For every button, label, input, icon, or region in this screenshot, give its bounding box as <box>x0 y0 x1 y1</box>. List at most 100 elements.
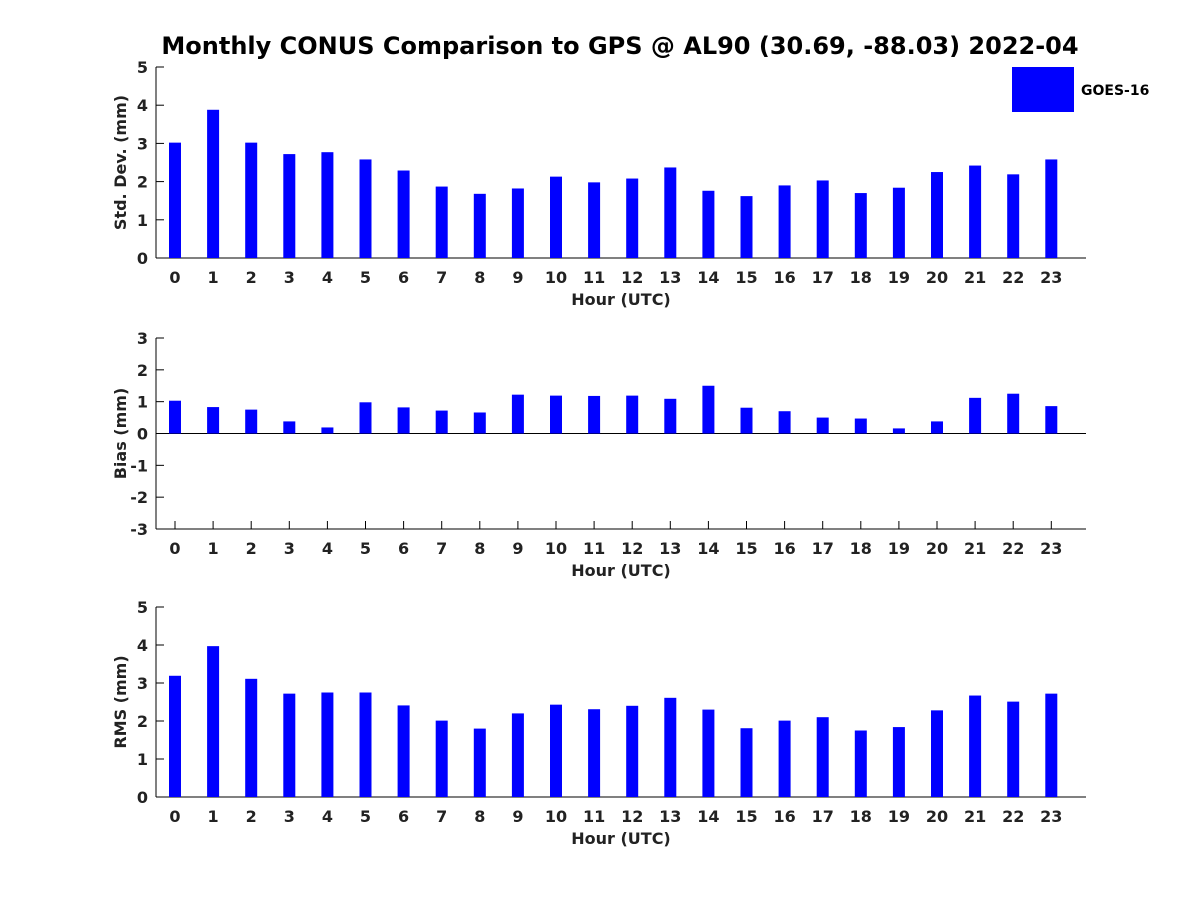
bar-rms-20 <box>931 710 943 797</box>
bar-rms-2 <box>245 678 258 797</box>
y-axis-label: Bias (mm) <box>111 388 130 480</box>
y-tick-label: 4 <box>137 636 148 655</box>
bar-bias-18 <box>854 418 867 434</box>
bar-rms-13 <box>664 697 677 797</box>
bar-std-dev-3 <box>283 154 296 258</box>
bar-bias-5 <box>359 402 372 434</box>
x-tick-label: 20 <box>926 539 948 558</box>
bar-std-dev-7 <box>435 186 448 258</box>
bar-std-dev-1 <box>207 109 220 258</box>
bar-rms-11 <box>588 709 601 797</box>
bar-std-dev-22 <box>1007 174 1020 258</box>
x-tick-label: 16 <box>773 539 795 558</box>
bar-bias-0 <box>169 400 181 434</box>
x-tick-label: 5 <box>360 539 371 558</box>
x-tick-label: 21 <box>964 539 986 558</box>
bar-std-dev-18 <box>854 193 867 258</box>
bar-bias-14 <box>702 385 715 434</box>
x-tick-label: 3 <box>284 268 295 287</box>
x-tick-label: 10 <box>545 807 567 826</box>
bar-std-dev-0 <box>169 142 181 258</box>
chart-title: Monthly CONUS Comparison to GPS @ AL90 (… <box>161 32 1078 60</box>
bar-rms-3 <box>283 693 296 797</box>
x-tick-label: 5 <box>360 268 371 287</box>
x-tick-label: 0 <box>169 539 180 558</box>
x-tick-label: 23 <box>1040 807 1062 826</box>
x-tick-label: 19 <box>888 807 910 826</box>
y-tick-label: -1 <box>130 456 148 475</box>
bar-rms-23 <box>1045 693 1058 797</box>
x-tick-label: 8 <box>474 539 485 558</box>
y-tick-label: 0 <box>137 249 148 268</box>
bar-bias-11 <box>588 395 601 434</box>
y-tick-label: 2 <box>137 712 148 731</box>
bar-bias-13 <box>664 398 677 434</box>
x-tick-label: 7 <box>436 268 447 287</box>
bar-std-dev-12 <box>626 178 639 258</box>
bar-std-dev-20 <box>931 172 943 258</box>
y-tick-label: 1 <box>137 211 148 230</box>
x-tick-label: 14 <box>697 268 719 287</box>
y-tick-label: 3 <box>137 329 148 348</box>
x-tick-label: 0 <box>169 807 180 826</box>
x-tick-label: 22 <box>1002 539 1024 558</box>
legend-swatch <box>1012 67 1074 112</box>
bar-std-dev-23 <box>1045 159 1058 258</box>
x-tick-label: 8 <box>474 268 485 287</box>
x-tick-label: 13 <box>659 807 681 826</box>
bar-std-dev-21 <box>969 165 982 258</box>
bar-std-dev-14 <box>702 190 715 258</box>
bar-rms-1 <box>207 646 220 797</box>
x-tick-label: 21 <box>964 268 986 287</box>
x-tick-label: 18 <box>850 539 872 558</box>
y-tick-label: 0 <box>137 788 148 807</box>
x-tick-label: 10 <box>545 268 567 287</box>
y-axis-label: RMS (mm) <box>111 655 130 748</box>
x-tick-label: 15 <box>735 539 757 558</box>
x-tick-label: 9 <box>512 807 523 826</box>
x-axis-label: Hour (UTC) <box>571 290 671 309</box>
y-tick-label: 5 <box>137 58 148 77</box>
bar-rms-12 <box>626 705 639 797</box>
bar-std-dev-6 <box>397 170 410 258</box>
bar-bias-23 <box>1045 406 1058 434</box>
bar-std-dev-10 <box>550 176 562 258</box>
x-axis-label: Hour (UTC) <box>571 829 671 848</box>
x-tick-label: 14 <box>697 807 719 826</box>
x-tick-label: 17 <box>812 268 834 287</box>
x-tick-label: 1 <box>208 807 219 826</box>
legend: GOES-16 <box>1012 67 1149 112</box>
x-tick-label: 16 <box>773 807 795 826</box>
x-tick-label: 6 <box>398 539 409 558</box>
bar-bias-9 <box>511 394 524 434</box>
x-tick-label: 5 <box>360 807 371 826</box>
bar-std-dev-2 <box>245 142 258 258</box>
bar-bias-19 <box>892 428 905 434</box>
bar-std-dev-11 <box>588 182 601 258</box>
x-tick-label: 13 <box>659 268 681 287</box>
y-tick-label: 3 <box>137 134 148 153</box>
x-tick-label: 15 <box>735 807 757 826</box>
x-tick-label: 16 <box>773 268 795 287</box>
bar-std-dev-5 <box>359 159 372 258</box>
x-tick-label: 9 <box>512 539 523 558</box>
x-tick-label: 6 <box>398 268 409 287</box>
bar-bias-8 <box>473 412 486 434</box>
bar-rms-21 <box>969 695 982 797</box>
bar-rms-0 <box>169 675 181 797</box>
x-tick-label: 21 <box>964 807 986 826</box>
bar-bias-22 <box>1007 393 1020 434</box>
bar-bias-7 <box>435 410 448 434</box>
bar-bias-1 <box>207 407 220 434</box>
bar-bias-2 <box>245 409 258 434</box>
y-tick-label: 4 <box>137 96 148 115</box>
bar-bias-20 <box>931 421 943 434</box>
x-axis-label: Hour (UTC) <box>571 561 671 580</box>
x-tick-label: 22 <box>1002 268 1024 287</box>
bar-rms-16 <box>778 720 791 797</box>
bar-std-dev-8 <box>473 193 486 258</box>
x-tick-label: 10 <box>545 539 567 558</box>
x-tick-label: 18 <box>850 268 872 287</box>
